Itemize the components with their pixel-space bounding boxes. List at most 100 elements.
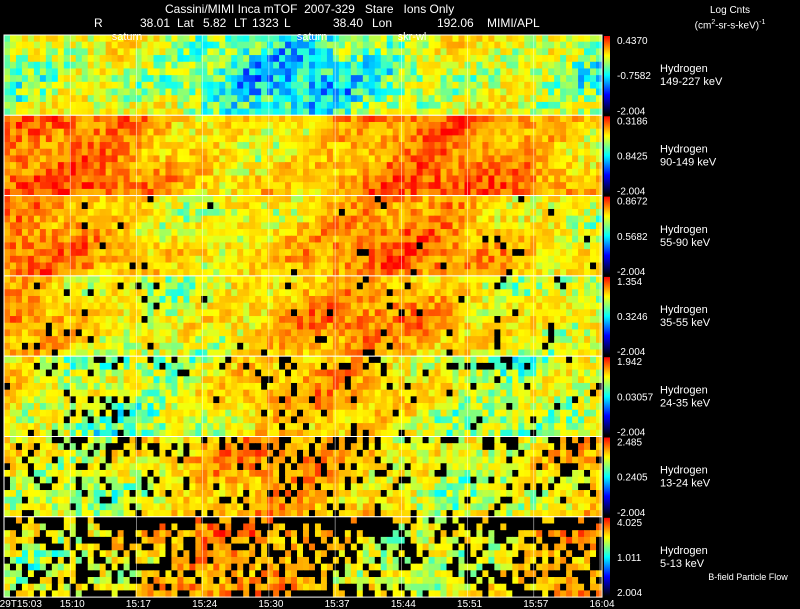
heatmap-cell xyxy=(500,202,507,210)
heatmap-cell xyxy=(344,222,352,230)
heatmap-cell xyxy=(183,255,190,264)
heatmap-cell xyxy=(87,242,95,250)
heatmap-cell xyxy=(392,282,400,290)
heatmap-cell xyxy=(488,255,495,264)
heatmap-cell xyxy=(99,55,107,63)
heatmap-cell xyxy=(374,242,382,250)
heatmap-cell xyxy=(57,121,65,130)
heatmap-cell xyxy=(219,135,226,143)
heatmap-cell xyxy=(314,316,322,324)
heatmap-cell xyxy=(524,68,531,76)
heatmap-cell xyxy=(560,155,567,163)
heatmap-cell xyxy=(243,289,250,297)
heatmap-cell xyxy=(219,275,226,284)
heatmap-cell xyxy=(219,48,226,56)
heatmap-cell xyxy=(123,302,131,310)
heatmap-cell xyxy=(63,255,71,264)
heatmap-cell xyxy=(297,356,304,364)
heatmap-cell xyxy=(165,162,172,170)
heatmap-cell xyxy=(261,289,268,297)
heatmap-cell xyxy=(105,356,113,364)
heatmap-cell xyxy=(267,262,274,270)
heatmap-cell xyxy=(111,249,119,257)
heatmap-cell xyxy=(4,255,11,264)
heatmap-cell xyxy=(225,362,232,371)
heatmap-cell xyxy=(39,262,47,270)
heatmap-cell xyxy=(344,235,352,243)
heatmap-cell xyxy=(63,41,71,49)
heatmap-cell xyxy=(27,128,35,136)
heatmap-cell xyxy=(362,342,370,351)
heatmap-cell xyxy=(332,269,340,277)
heatmap-cell xyxy=(51,55,59,63)
heatmap-cell xyxy=(524,148,531,156)
heatmap-cell xyxy=(267,195,274,203)
heatmap-cell xyxy=(45,128,53,136)
heatmap-cell xyxy=(57,175,65,183)
heatmap-cell xyxy=(159,349,166,357)
heatmap-cell xyxy=(446,182,453,190)
heatmap-cell xyxy=(273,162,280,170)
heatmap-cell xyxy=(488,215,495,223)
heatmap-cell xyxy=(470,295,477,304)
heatmap-cell xyxy=(446,55,453,63)
heatmap-cell xyxy=(380,41,388,49)
heatmap-cell xyxy=(380,269,388,277)
heatmap-cell xyxy=(326,55,334,63)
heatmap-cell xyxy=(237,242,244,250)
heatmap-cell xyxy=(219,182,226,190)
heatmap-cell xyxy=(177,282,184,290)
heatmap-cell xyxy=(590,35,597,43)
heatmap-cell xyxy=(255,55,262,63)
heatmap-cell xyxy=(344,95,352,103)
heatmap-cell xyxy=(428,329,436,337)
heatmap-cell xyxy=(506,336,513,344)
heatmap-cell xyxy=(362,75,370,83)
heatmap-cell xyxy=(99,275,107,284)
heatmap-cell xyxy=(584,342,591,351)
heatmap-cell xyxy=(99,155,107,163)
heatmap-cell xyxy=(422,88,430,96)
heatmap-cell xyxy=(219,229,226,237)
heatmap-cell xyxy=(219,115,226,123)
heatmap-cell xyxy=(560,262,567,270)
heatmap-cell xyxy=(458,215,465,223)
heatmap-cell xyxy=(87,188,95,197)
heatmap-cell xyxy=(39,121,47,130)
heatmap-cell xyxy=(273,329,280,337)
heatmap-cell xyxy=(177,195,184,203)
heatmap-cell xyxy=(165,48,172,56)
heatmap-cell xyxy=(147,342,154,351)
heatmap-cell xyxy=(189,262,196,270)
heatmap-cell xyxy=(111,121,119,130)
heatmap-cell xyxy=(279,35,286,43)
heatmap-cell xyxy=(117,255,125,264)
heatmap-cell xyxy=(512,61,519,69)
heatmap-cell xyxy=(165,88,172,96)
heatmap-cell xyxy=(560,108,567,116)
heatmap-cell xyxy=(123,101,131,110)
heatmap-cell xyxy=(255,202,262,210)
heatmap-cell xyxy=(303,242,310,250)
heatmap-cell xyxy=(231,162,238,170)
heatmap-cell xyxy=(374,356,382,364)
heatmap-cell xyxy=(578,208,585,217)
heatmap-cell xyxy=(135,282,143,290)
heatmap-cell xyxy=(554,108,561,116)
heatmap-cell xyxy=(99,269,107,277)
heatmap-cell xyxy=(99,95,107,103)
heatmap-cell xyxy=(554,275,561,284)
heatmap-cell xyxy=(21,275,29,284)
heatmap-cell xyxy=(207,356,214,364)
heatmap-cell xyxy=(326,182,334,190)
heatmap-cell xyxy=(440,88,448,96)
heatmap-cell xyxy=(482,309,489,317)
heatmap-cell xyxy=(135,342,143,351)
heatmap-cell xyxy=(548,309,555,317)
heatmap-cell xyxy=(57,222,65,230)
heatmap-cell xyxy=(255,41,262,49)
heatmap-cell xyxy=(297,81,304,90)
heatmap-cell xyxy=(147,322,154,330)
heatmap-cell xyxy=(350,329,358,337)
heatmap-cell xyxy=(572,208,579,217)
